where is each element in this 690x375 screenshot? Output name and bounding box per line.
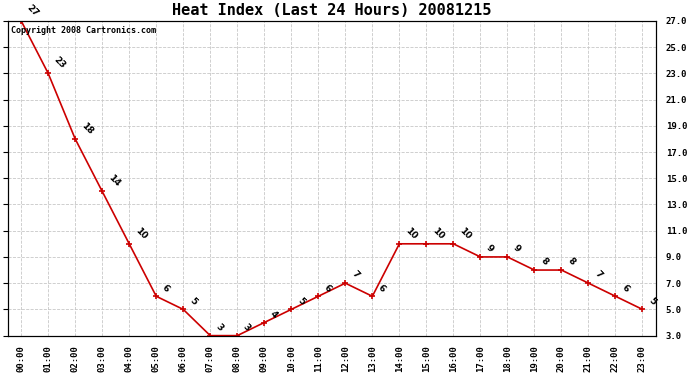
Text: 6: 6	[322, 283, 333, 294]
Text: 5: 5	[295, 296, 306, 307]
Text: 8: 8	[539, 256, 549, 267]
Text: 14: 14	[106, 173, 121, 189]
Text: 6: 6	[160, 283, 171, 294]
Text: 4: 4	[268, 309, 279, 320]
Text: 10: 10	[457, 226, 473, 241]
Text: 9: 9	[484, 243, 495, 254]
Text: 7: 7	[593, 270, 604, 280]
Text: 6: 6	[620, 283, 631, 294]
Title: Heat Index (Last 24 Hours) 20081215: Heat Index (Last 24 Hours) 20081215	[172, 3, 491, 18]
Text: Copyright 2008 Cartronics.com: Copyright 2008 Cartronics.com	[11, 26, 156, 34]
Text: 23: 23	[52, 56, 68, 70]
Text: 18: 18	[79, 121, 95, 136]
Text: 10: 10	[431, 226, 446, 241]
Text: 10: 10	[133, 226, 148, 241]
Text: 9: 9	[511, 243, 522, 254]
Text: 5: 5	[188, 296, 198, 307]
Text: 27: 27	[26, 3, 41, 18]
Text: 10: 10	[404, 226, 419, 241]
Text: 3: 3	[241, 322, 253, 333]
Text: 3: 3	[215, 322, 225, 333]
Text: 5: 5	[647, 296, 658, 307]
Text: 8: 8	[566, 256, 576, 267]
Text: 6: 6	[377, 283, 387, 294]
Text: 7: 7	[350, 270, 360, 280]
